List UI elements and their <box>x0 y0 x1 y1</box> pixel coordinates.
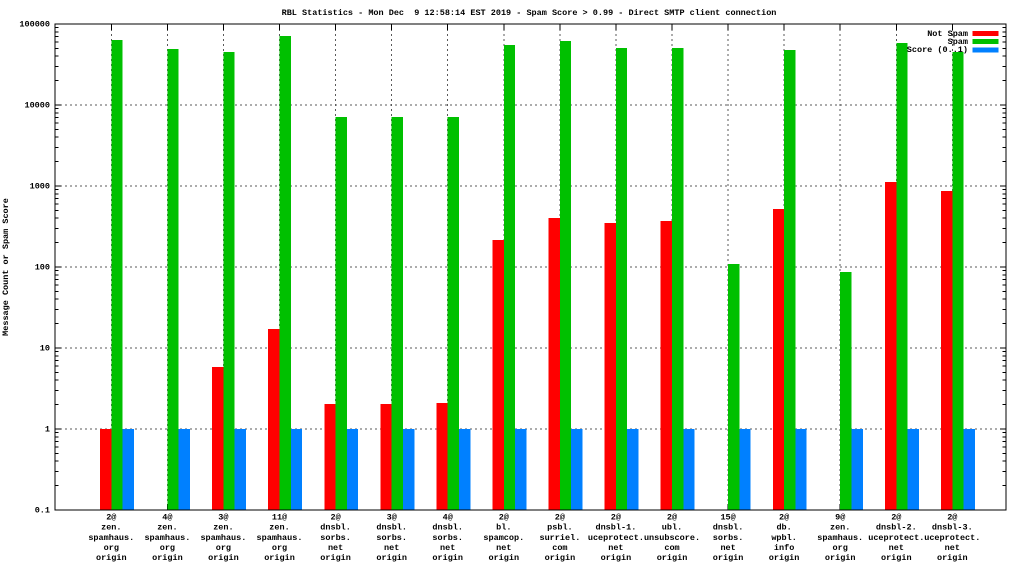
svg-text:origin: origin <box>825 553 856 563</box>
svg-text:zen.: zen. <box>101 523 121 533</box>
svg-text:100000: 100000 <box>19 20 50 30</box>
svg-text:org: org <box>216 543 231 553</box>
svg-text:origin: origin <box>208 553 239 563</box>
svg-text:origin: origin <box>769 553 800 563</box>
svg-text:origin: origin <box>881 553 912 563</box>
svg-text:db.: db. <box>776 523 791 533</box>
svg-text:2@: 2@ <box>106 513 116 523</box>
svg-text:origin: origin <box>432 553 463 563</box>
svg-text:3@: 3@ <box>387 513 397 523</box>
svg-text:origin: origin <box>545 553 576 563</box>
svg-text:sorbs.: sorbs. <box>320 533 351 543</box>
svg-text:Not Spam: Not Spam <box>927 29 968 39</box>
svg-text:2@: 2@ <box>667 513 677 523</box>
svg-text:org: org <box>833 543 848 553</box>
svg-text:net: net <box>328 543 343 553</box>
svg-text:com: com <box>664 543 679 553</box>
svg-text:1000: 1000 <box>30 182 50 192</box>
svg-text:Score (0..1): Score (0..1) <box>907 45 968 55</box>
svg-text:origin: origin <box>152 553 183 563</box>
svg-text:info: info <box>774 543 794 553</box>
svg-text:spamhaus.: spamhaus. <box>144 533 190 543</box>
svg-text:3@: 3@ <box>218 513 228 523</box>
svg-text:2@: 2@ <box>947 513 957 523</box>
svg-text:11@: 11@ <box>272 513 287 523</box>
svg-text:net: net <box>889 543 904 553</box>
svg-text:origin: origin <box>657 553 688 563</box>
svg-text:bl.: bl. <box>496 523 511 533</box>
svg-text:sorbs.: sorbs. <box>376 533 407 543</box>
svg-text:dnsbl.: dnsbl. <box>376 523 407 533</box>
svg-text:net: net <box>608 543 623 553</box>
svg-text:dnsbl-3.: dnsbl-3. <box>932 523 973 533</box>
svg-text:4@: 4@ <box>162 513 172 523</box>
svg-text:2@: 2@ <box>779 513 789 523</box>
svg-text:0.1: 0.1 <box>35 506 50 516</box>
svg-text:sorbs.: sorbs. <box>713 533 744 543</box>
svg-text:net: net <box>720 543 735 553</box>
svg-text:origin: origin <box>320 553 351 563</box>
svg-text:dnsbl.: dnsbl. <box>320 523 351 533</box>
svg-text:dnsbl.: dnsbl. <box>713 523 744 533</box>
svg-text:100: 100 <box>35 263 50 273</box>
svg-text:spamhaus.: spamhaus. <box>257 533 303 543</box>
svg-text:10000: 10000 <box>24 101 50 111</box>
svg-text:2@: 2@ <box>499 513 509 523</box>
svg-text:1: 1 <box>45 425 50 435</box>
svg-text:wpbl.: wpbl. <box>771 533 797 543</box>
svg-text:2@: 2@ <box>330 513 340 523</box>
svg-text:Spam: Spam <box>948 37 968 47</box>
svg-text:9@: 9@ <box>835 513 845 523</box>
svg-text:origin: origin <box>96 553 127 563</box>
svg-text:zen.: zen. <box>830 523 850 533</box>
svg-text:uceprotect.: uceprotect. <box>924 533 980 543</box>
svg-text:net: net <box>440 543 455 553</box>
svg-text:15@: 15@ <box>720 513 735 523</box>
svg-text:com: com <box>552 543 567 553</box>
svg-text:zen.: zen. <box>157 523 177 533</box>
svg-text:sorbs.: sorbs. <box>432 533 463 543</box>
svg-text:uceprotect.: uceprotect. <box>868 533 924 543</box>
svg-text:spamhaus.: spamhaus. <box>88 533 134 543</box>
svg-text:2@: 2@ <box>891 513 901 523</box>
svg-text:dnsbl-2.: dnsbl-2. <box>876 523 917 533</box>
svg-text:origin: origin <box>264 553 295 563</box>
svg-text:psbl.: psbl. <box>547 523 573 533</box>
svg-text:spamhaus.: spamhaus. <box>817 533 863 543</box>
svg-text:RBL Statistics - Mon Dec 9 12: RBL Statistics - Mon Dec 9 12:58:14 EST … <box>282 8 777 18</box>
svg-text:org: org <box>104 543 119 553</box>
svg-text:origin: origin <box>937 553 968 563</box>
svg-text:Message Count or Spam Score: Message Count or Spam Score <box>1 198 11 336</box>
svg-text:origin: origin <box>376 553 407 563</box>
svg-text:net: net <box>384 543 399 553</box>
svg-text:zen.: zen. <box>213 523 233 533</box>
svg-text:spamcop.: spamcop. <box>483 533 524 543</box>
svg-text:origin: origin <box>601 553 632 563</box>
svg-text:org: org <box>160 543 175 553</box>
svg-text:net: net <box>945 543 960 553</box>
svg-text:10: 10 <box>40 344 50 354</box>
svg-text:surriel.: surriel. <box>539 533 580 543</box>
svg-text:4@: 4@ <box>443 513 453 523</box>
svg-text:origin: origin <box>488 553 519 563</box>
svg-text:2@: 2@ <box>611 513 621 523</box>
svg-text:ubl.: ubl. <box>662 523 682 533</box>
svg-text:org: org <box>272 543 287 553</box>
svg-text:dnsbl-1.: dnsbl-1. <box>595 523 636 533</box>
svg-text:spamhaus.: spamhaus. <box>200 533 246 543</box>
svg-text:zen.: zen. <box>269 523 289 533</box>
svg-text:unsubscore.: unsubscore. <box>644 533 700 543</box>
svg-text:uceprotect.: uceprotect. <box>588 533 644 543</box>
svg-text:dnsbl.: dnsbl. <box>432 523 463 533</box>
svg-text:net: net <box>496 543 511 553</box>
svg-text:2@: 2@ <box>555 513 565 523</box>
svg-text:origin: origin <box>713 553 744 563</box>
